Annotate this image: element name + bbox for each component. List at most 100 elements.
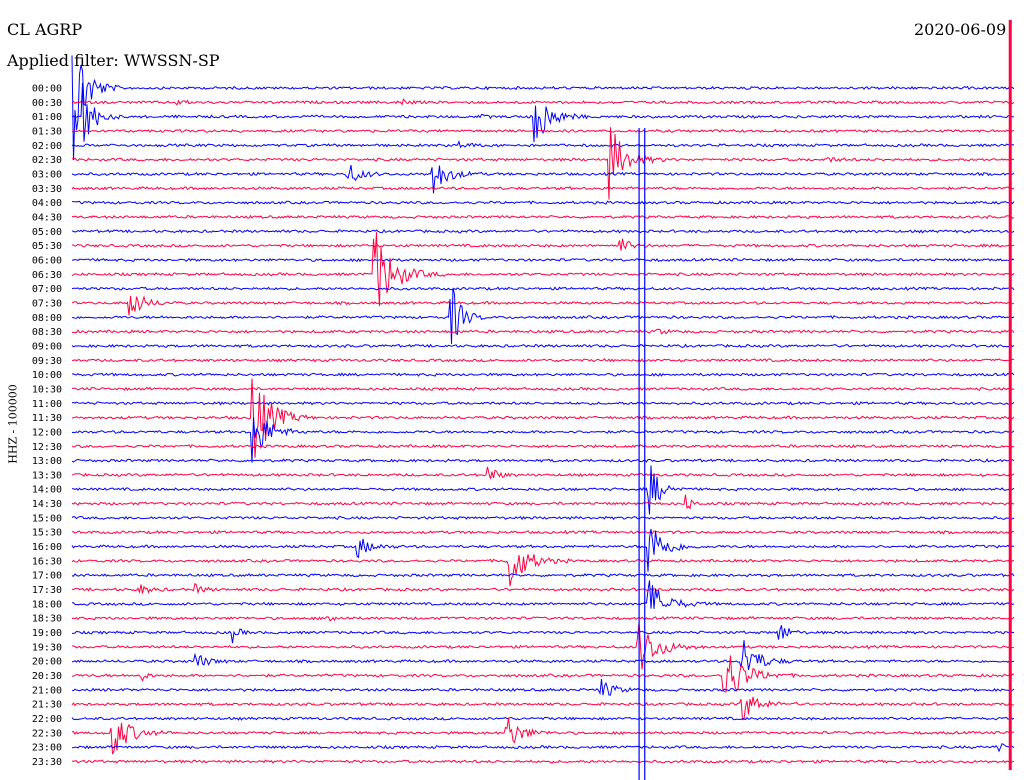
row-time-label: 05:30 (32, 241, 62, 252)
trace-row (71, 717, 1015, 755)
trace-row (71, 214, 1015, 220)
row-time-label: 05:00 (32, 227, 62, 238)
row-time-label: 01:00 (32, 112, 62, 123)
row-time-label: 11:30 (32, 413, 62, 424)
trace-row (71, 372, 1015, 377)
row-time-label: 14:00 (32, 485, 62, 496)
row-time-label: 18:00 (32, 599, 62, 610)
trace-row (71, 554, 1015, 587)
row-time-label: 14:30 (32, 499, 62, 510)
row-time-label: 20:00 (32, 657, 62, 668)
trace-row (71, 466, 1015, 479)
trace-row (71, 127, 1015, 200)
trace-row (71, 257, 1015, 263)
row-time-label: 10:30 (32, 384, 62, 395)
station-label: CL AGRP (7, 20, 83, 39)
row-time-label: 12:00 (32, 427, 62, 438)
trace-row (72, 529, 1015, 535)
row-time-label: 17:30 (32, 585, 62, 596)
row-time-label: 00:30 (32, 98, 62, 109)
trace-row (72, 287, 1015, 345)
trace-row (72, 625, 1015, 644)
row-time-label: 11:00 (32, 399, 62, 410)
trace-row (71, 494, 1015, 510)
row-time-label: 22:30 (32, 728, 62, 739)
trace-row (71, 696, 1015, 721)
row-time-label: 03:30 (32, 184, 62, 195)
row-time-label: 07:30 (32, 298, 62, 309)
trace-row (71, 200, 1015, 205)
row-time-label: 04:30 (32, 212, 62, 223)
trace-row (71, 716, 1015, 721)
trace-row (71, 528, 1015, 572)
trace-row (71, 232, 1015, 307)
row-time-label: 22:00 (32, 714, 62, 725)
row-time-label: 23:30 (32, 757, 62, 768)
trace-row (71, 401, 1015, 406)
trace-row (71, 164, 1015, 194)
row-time-label: 02:00 (32, 141, 62, 152)
row-time-label: 17:00 (32, 571, 62, 582)
row-time-label: 16:00 (32, 542, 62, 553)
row-time-label: 15:00 (32, 513, 62, 524)
trace-row (71, 128, 1015, 134)
trace-row (71, 515, 1015, 521)
filter-label: Applied filter: WWSSN-SP (7, 51, 220, 70)
trace-row (71, 743, 1015, 753)
trace-row (71, 328, 1015, 335)
trace-row (71, 358, 1015, 363)
row-time-label: 04:00 (32, 198, 62, 209)
row-time-label: 19:30 (32, 642, 62, 653)
row-time-label: 23:00 (32, 743, 62, 754)
trace-row (71, 640, 1014, 671)
row-time-label: 02:30 (32, 155, 62, 166)
row-time-label: 21:00 (32, 685, 62, 696)
row-time-label: 06:00 (32, 255, 62, 266)
trace-row (71, 386, 1015, 392)
trace-row (71, 443, 1015, 449)
trace-row (71, 55, 1015, 161)
trace-row (71, 465, 1015, 515)
trace-row (71, 572, 1015, 578)
trace-row (71, 378, 1015, 458)
row-time-label: 15:30 (32, 528, 62, 539)
trace-row (71, 582, 1015, 595)
row-time-label: 19:00 (32, 628, 62, 639)
row-time-label: 20:30 (32, 671, 62, 682)
row-time-label: 06:30 (32, 270, 62, 281)
row-time-label: 09:30 (32, 356, 62, 367)
row-time-label: 12:30 (32, 442, 62, 453)
trace-row (71, 458, 1015, 463)
row-time-label: 01:30 (32, 126, 62, 137)
row-time-label: 08:30 (32, 327, 62, 338)
trace-row (71, 98, 1015, 106)
row-time-label: 07:00 (32, 284, 62, 295)
row-time-label: 09:00 (32, 341, 62, 352)
trace-row (71, 238, 1015, 251)
row-time-label: 03:00 (32, 169, 62, 180)
trace-row (71, 759, 1015, 764)
row-time-label: 08:00 (32, 313, 62, 324)
trace-row (71, 186, 1015, 191)
trace-row (71, 140, 1015, 149)
trace-row (71, 295, 1015, 316)
row-time-label: 16:30 (32, 556, 62, 567)
trace-row (71, 343, 1015, 349)
trace-row (71, 228, 1015, 234)
row-time-label: 13:30 (32, 470, 62, 481)
row-time-label: 10:00 (32, 370, 62, 381)
trace-row (71, 616, 1015, 622)
date-label: 2020-06-09 (914, 20, 1007, 39)
row-time-label: 18:30 (32, 614, 62, 625)
trace-row (71, 679, 1015, 696)
trace-row (71, 286, 1015, 291)
trace-row (71, 417, 1015, 463)
row-time-label: 21:30 (32, 700, 62, 711)
row-time-label: 00:00 (32, 84, 62, 95)
row-time-label: 13:00 (32, 456, 62, 467)
trace-row (71, 82, 1015, 143)
trace-row (71, 621, 1014, 670)
trace-row (72, 580, 1015, 609)
trace-row (71, 655, 1015, 693)
